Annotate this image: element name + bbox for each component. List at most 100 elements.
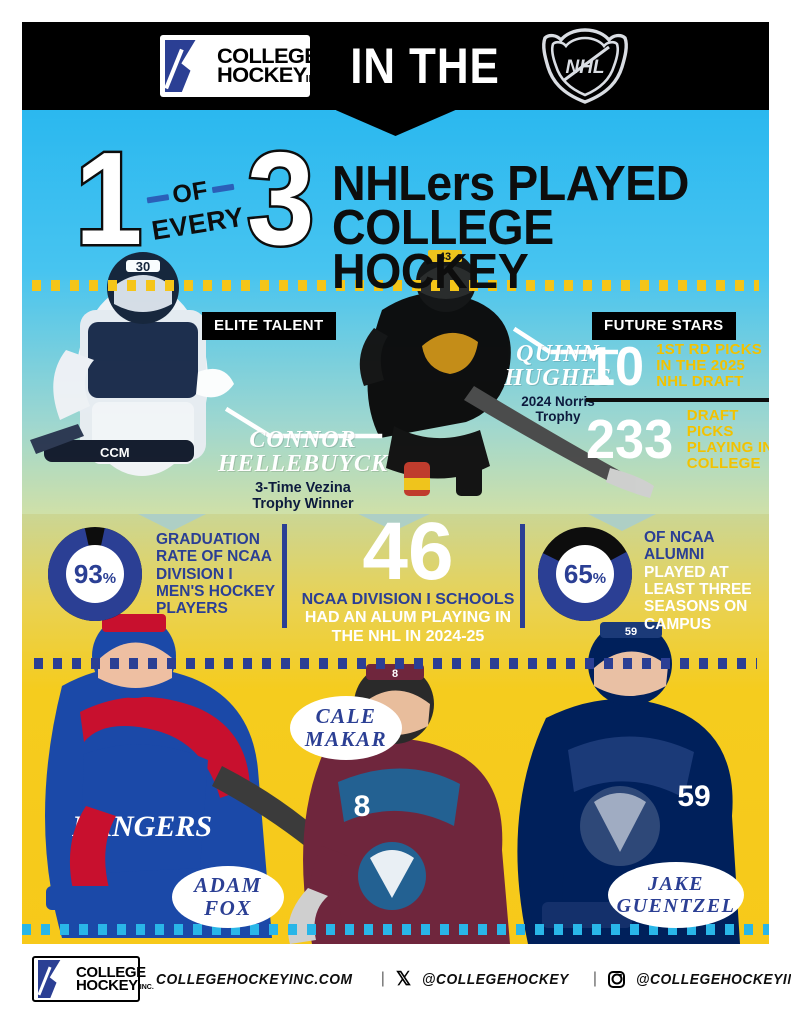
stat-divider-left (282, 524, 287, 628)
fs2-l1: DRAFT PICKS (686, 406, 739, 440)
hellebuyck-first: CONNOR (249, 427, 357, 453)
stat-46-number: 46 (362, 506, 454, 597)
instagram-icon[interactable] (608, 970, 626, 988)
headline-number-three: 3 (245, 125, 317, 272)
fs1-l1: 1ST RD PICKS (656, 341, 762, 358)
college-hockey-skater-icon (164, 40, 212, 92)
hughes-swoop-icon (512, 326, 618, 355)
svg-text:43: 43 (439, 251, 451, 263)
seas-l5: SEASONS ON (644, 598, 748, 616)
hughes-caption-2: Trophy (535, 409, 581, 425)
donut-93-center: 93% (66, 545, 124, 603)
of-every-group: OF EVERY (145, 171, 247, 247)
footer-college-hockey-logo[interactable]: COLLEGE HOCKEY INC. (32, 956, 154, 1002)
donut-chart-65: 65% (538, 527, 632, 621)
logo-inc-label: INC. (305, 74, 326, 86)
seas-l3: PLAYED AT (644, 563, 729, 581)
future-stars-number-2: 233 (586, 408, 674, 471)
future-stars-row-1: 10 1ST RD PICKS IN THE 2025 NHL DRAFT (586, 334, 769, 397)
future-stars-label-1: 1ST RD PICKS IN THE 2025 NHL DRAFT (656, 341, 762, 391)
tag-future-stars: FUTURE STARS (592, 312, 736, 340)
nhl-shield-icon: NHL (539, 27, 631, 105)
bottom-players-art: RANGERS 8 8 (45, 614, 740, 944)
divider-dashed-blue (34, 658, 757, 669)
footer-links: COLLEGEHOCKEYINC.COM | 𝕏 @COLLEGEHOCKEY … (156, 962, 791, 996)
graduation-rate-label: GRADUATION RATE OF NCAA DIVISION I MEN'S… (156, 527, 288, 618)
footer-logo-inc: INC. (139, 984, 154, 992)
seas-l1: OF NCAA (644, 529, 715, 546)
fox-last: FOX (204, 896, 252, 920)
name-bubble-adam-fox: ADAM FOX (172, 866, 284, 928)
future-stars-row-2: 233 DRAFT PICKS PLAYING IN COLLEGE (586, 406, 769, 473)
footer-instagram-handle[interactable]: @COLLEGEHOCKEYINC (636, 970, 791, 988)
player-name-hughes: QUINN HUGHES (492, 342, 624, 390)
svg-text:CCM: CCM (100, 445, 130, 460)
hughes-caption-1: 2024 Norris (521, 394, 595, 409)
dash-right (211, 183, 235, 193)
fox-first: ADAM (194, 872, 262, 897)
divider-dashed-cyan (22, 924, 769, 935)
of-label: OF (170, 176, 211, 210)
logo-line-1: COLLEGE (216, 44, 319, 68)
hellebuyck-last: HELLEBUYCK (217, 451, 389, 477)
three-seasons-label: OF NCAA ALUMNI PLAYED AT LEAST THREE SEA… (644, 527, 762, 633)
future-stars-label-2: DRAFT PICKS PLAYING IN COLLEGE (686, 406, 769, 473)
footer-website[interactable]: COLLEGEHOCKEYINC.COM (156, 970, 353, 988)
fs1-l2: IN THE 2025 (656, 357, 746, 375)
donut-65-svg (538, 527, 632, 621)
guentzel-first: JAKE (647, 873, 704, 895)
hellebuyck-caption: 3-Time Vezina Trophy Winner (208, 480, 398, 512)
svg-text:8: 8 (354, 790, 371, 823)
hellebuyck-caption-2: Trophy Winner (252, 496, 354, 513)
main-headline: 1 OF EVERY 3 NHLers PLAYED COLLEGE HOCKE… (72, 125, 769, 300)
donut-93-svg (48, 526, 142, 621)
player-name-hellebuyck: CONNOR HELLEBUYCK (208, 428, 398, 476)
page-footer: COLLEGE HOCKEY INC. COLLEGEHOCKEYINC.COM… (22, 948, 791, 1010)
fs2-l2: PLAYING IN (686, 438, 769, 456)
grad-l3: DIVISION I (156, 565, 233, 583)
donut-65-value: 65% (563, 558, 607, 589)
guentzel-last: GUENTZEL (616, 895, 736, 917)
svg-text:30: 30 (136, 259, 150, 274)
hellebuyck-swoop-icon (224, 406, 383, 439)
future-stars-rule (586, 397, 769, 402)
hughes-first: QUINN (516, 341, 600, 367)
tag-elite-talent: ELITE TALENT (202, 312, 336, 340)
college-hockey-inc-logo[interactable]: COLLEGE HOCKEY INC. (159, 35, 326, 97)
seas-l2: ALUMNI (644, 546, 705, 564)
donut-93-value: 93% (73, 558, 117, 589)
donut-65-center: 65% (556, 545, 614, 603)
page-header: COLLEGE HOCKEY INC. IN THE NHL (22, 22, 769, 110)
fs2-l3: COLLEGE (686, 455, 761, 473)
name-bubble-jake-guentzel: JAKE GUENTZEL (608, 862, 744, 928)
blue-hero-panel: 30 CCM 43 (22, 110, 769, 514)
headline-number-one: 1 (73, 125, 145, 272)
footer-skater-icon (38, 960, 72, 998)
grad-l5: PLAYERS (156, 600, 228, 618)
stat-divider-right (520, 524, 525, 628)
grad-l2: RATE OF NCAA (156, 548, 272, 566)
headline-line-2: COLLEGE HOCKEY (331, 201, 554, 300)
stat-46-schools: 46 NCAA DIVISION I SCHOOLS HAD AN ALUM P… (298, 506, 518, 646)
logo-line-2-row: HOCKEY INC. (216, 64, 326, 87)
svg-text:59: 59 (625, 626, 637, 638)
player-cale-makar: 8 8 (288, 664, 510, 944)
hughes-caption: 2024 Norris Trophy (488, 394, 628, 424)
footer-logo-line-2-row: HOCKEY INC. (76, 977, 154, 994)
logo-line-2: HOCKEY (216, 64, 307, 87)
footer-x-handle[interactable]: @COLLEGEHOCKEY (422, 970, 570, 988)
hughes-last: HUGHES (504, 365, 612, 391)
makar-first: CALE (315, 703, 377, 728)
seas-l6: CAMPUS (644, 615, 712, 633)
svg-text:8: 8 (392, 668, 398, 680)
makar-last: MAKAR (304, 727, 388, 751)
in-the-label: IN THE (349, 38, 500, 94)
future-stars-number-1: 10 (586, 334, 645, 397)
nhl-wordmark: NHL (566, 57, 605, 78)
footer-logo-line-2: HOCKEY (76, 977, 138, 994)
dash-left (146, 193, 170, 203)
divider-dashed-yellow (32, 280, 759, 291)
x-twitter-icon[interactable]: 𝕏 (395, 968, 412, 990)
footer-separator-1: | (380, 970, 385, 987)
